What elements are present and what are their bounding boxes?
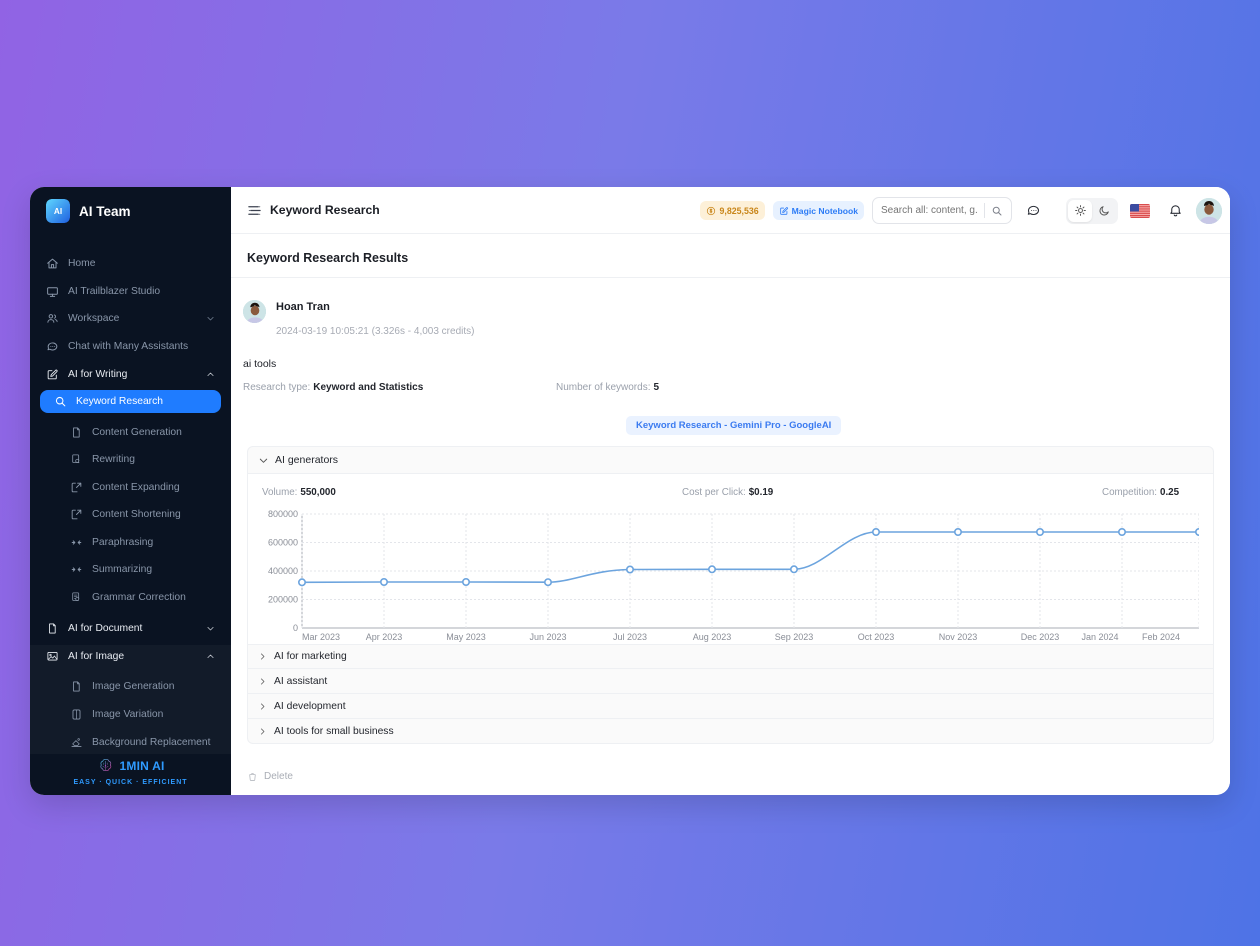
svg-text:Dec 2023: Dec 2023 xyxy=(1021,632,1060,642)
svg-text:Jul 2023: Jul 2023 xyxy=(613,632,647,642)
svg-text:Mar 2023: Mar 2023 xyxy=(302,632,340,642)
svg-text:0: 0 xyxy=(293,623,298,633)
svg-text:400000: 400000 xyxy=(268,566,298,576)
svg-text:Feb 2024: Feb 2024 xyxy=(1142,632,1180,642)
svg-text:AI: AI xyxy=(54,207,62,216)
svg-text:Sep 2023: Sep 2023 xyxy=(775,632,814,642)
svg-text:May 2023: May 2023 xyxy=(446,632,486,642)
svg-text:600000: 600000 xyxy=(268,538,298,548)
svg-text:800000: 800000 xyxy=(268,509,298,519)
svg-text:Aug 2023: Aug 2023 xyxy=(693,632,732,642)
svg-text:Nov 2023: Nov 2023 xyxy=(939,632,978,642)
svg-text:Jun 2023: Jun 2023 xyxy=(529,632,566,642)
svg-text:Apr 2023: Apr 2023 xyxy=(366,632,403,642)
svg-text:200000: 200000 xyxy=(268,595,298,605)
svg-text:Jan 2024: Jan 2024 xyxy=(1081,632,1118,642)
svg-text:Oct 2023: Oct 2023 xyxy=(858,632,895,642)
